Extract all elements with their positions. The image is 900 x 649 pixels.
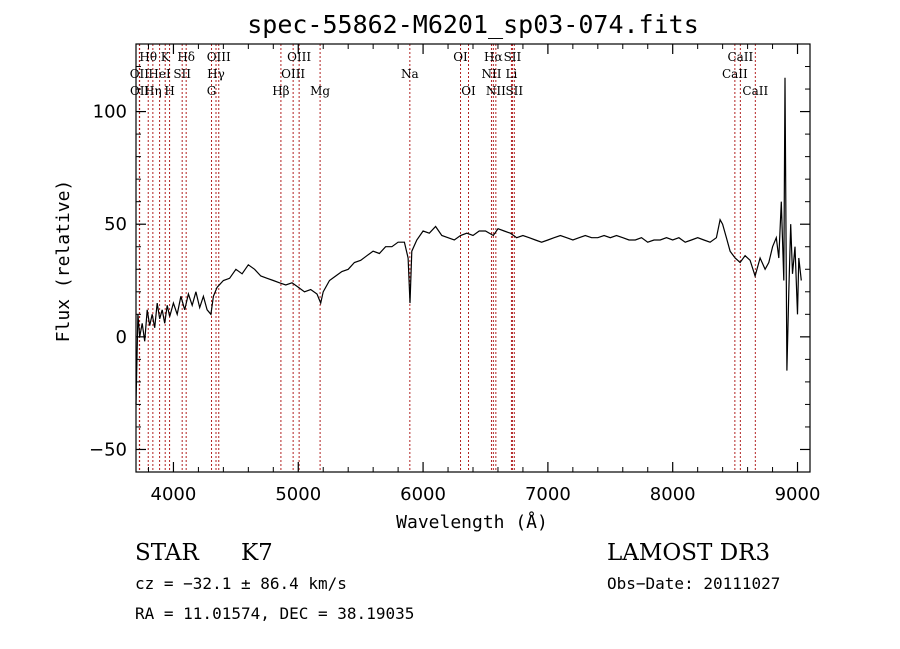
line-label: NII [486, 84, 506, 98]
line-label: G [207, 84, 217, 98]
line-label-layer: Hθ OII OII K HeI Hη Hδ SII H OIII Hγ G OIII OIII Hβ Mg N… [130, 50, 769, 98]
line-label: OII [130, 84, 150, 98]
redshift-velocity: cz = −32.1 ± 86.4 km/s [135, 574, 347, 593]
line-marker-layer [138, 44, 756, 472]
line-label: SII [504, 50, 522, 64]
line-label: OIII [207, 50, 231, 64]
x-axis-label: Wavelength (Å) [396, 511, 548, 533]
object-subclass: K7 [241, 540, 273, 566]
survey-name: LAMOST DR3 [607, 540, 770, 566]
line-label: Na [401, 67, 419, 81]
line-label: H [164, 84, 174, 98]
line-label: OI [461, 84, 476, 98]
y-axis-label: Flux (relative) [53, 180, 74, 343]
line-label: Hη [144, 84, 162, 98]
x-tick-label: 6000 [400, 484, 446, 505]
line-label: CaII [742, 84, 768, 98]
line-label: Hδ [177, 50, 195, 64]
line-label: Li [506, 67, 518, 81]
line-label: OIII [281, 67, 305, 81]
observation-date: Obs−Date: 20111027 [607, 574, 780, 593]
line-label: SII [173, 67, 191, 81]
x-tick-label: 8000 [650, 484, 696, 505]
x-tick-label: 9000 [775, 484, 821, 505]
x-tick-label: 5000 [275, 484, 321, 505]
line-label: OIII [287, 50, 311, 64]
y-ticks: −50 0 50 100 [89, 43, 810, 473]
x-ticks: 4000 5000 6000 7000 8000 9000 [147, 44, 821, 505]
chart-title: spec-55862-M6201_sp03-074.fits [247, 10, 699, 39]
line-label: NII [481, 67, 501, 81]
line-label: K [161, 50, 171, 64]
line-label: SII [505, 84, 523, 98]
line-label: Hβ [272, 84, 289, 98]
line-label: Hθ [139, 50, 157, 64]
line-label: HeI [148, 67, 171, 81]
line-label: Hα [484, 50, 503, 64]
line-label: CaII [722, 67, 748, 81]
flux-series [135, 77, 802, 405]
y-tick-label: 50 [104, 214, 127, 235]
x-tick-label: 7000 [525, 484, 571, 505]
plot-frame [135, 43, 811, 473]
line-label: OI [453, 50, 468, 64]
x-tick-label: 4000 [151, 484, 197, 505]
y-tick-label: −50 [89, 439, 127, 460]
object-class: STAR [135, 540, 199, 566]
y-tick-label: 0 [116, 327, 127, 348]
coordinates: RA = 11.01574, DEC = 38.19035 [135, 604, 414, 623]
line-label: OII [130, 67, 150, 81]
line-label: Mg [310, 84, 330, 98]
line-label: CaII [727, 50, 753, 64]
y-tick-label: 100 [93, 102, 127, 123]
line-label: Hγ [207, 67, 225, 81]
